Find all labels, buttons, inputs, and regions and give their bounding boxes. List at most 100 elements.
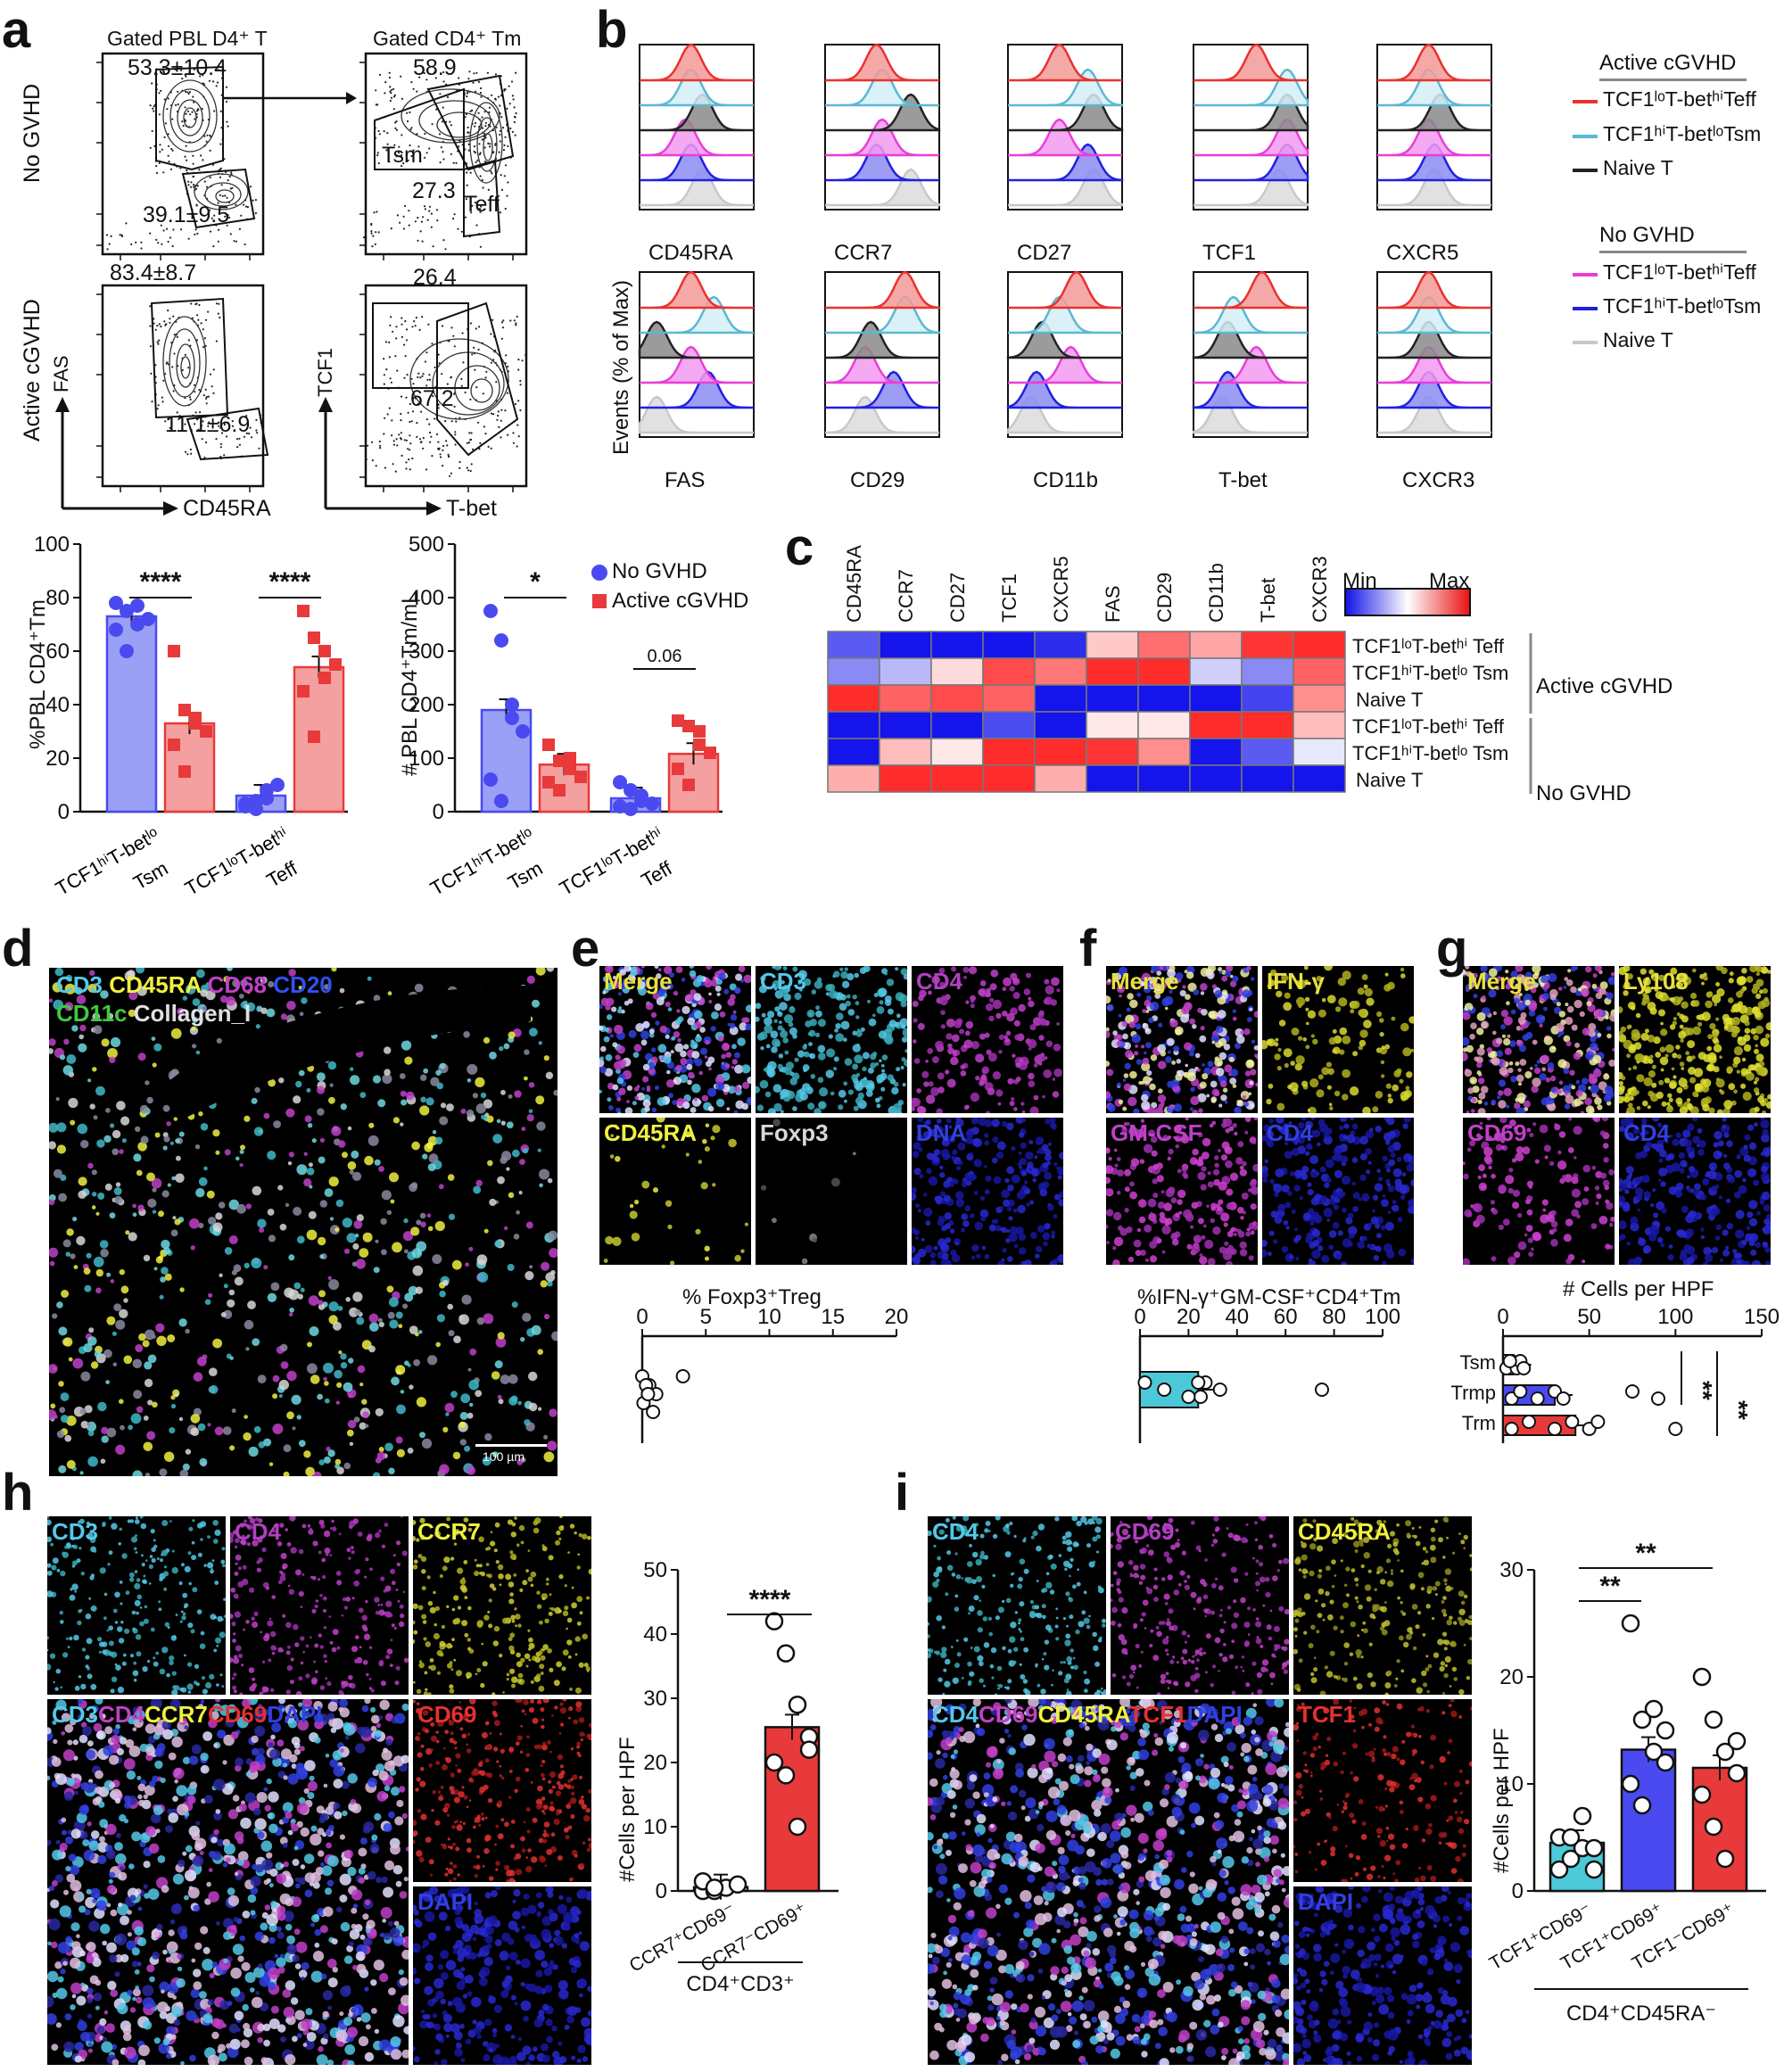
cell	[912, 1097, 921, 1107]
cell	[937, 1134, 942, 1139]
cell	[132, 1212, 137, 1218]
cell	[468, 1379, 479, 1391]
a-bl-upper: 83.4±8.7	[110, 260, 197, 285]
cell	[1563, 1035, 1571, 1043]
cell	[819, 1087, 829, 1097]
legend-label: Naive T	[1603, 328, 1673, 351]
flow-event-dot	[228, 175, 231, 178]
cell	[1642, 993, 1648, 997]
panel-label-b: b	[596, 1, 628, 59]
cell	[1176, 1059, 1182, 1064]
cell	[656, 973, 662, 979]
cell	[1703, 976, 1708, 981]
cell	[49, 1141, 56, 1150]
cell	[1169, 1104, 1174, 1110]
cell	[917, 1022, 925, 1030]
cell	[1321, 1254, 1330, 1263]
flow-event-dot	[149, 345, 153, 348]
cell	[79, 1024, 87, 1032]
cell	[395, 1311, 403, 1319]
cell	[876, 1103, 881, 1109]
heatmap-cell	[1034, 764, 1087, 793]
cell	[1594, 1008, 1604, 1018]
cell	[788, 1021, 794, 1028]
flow-event-dot	[217, 228, 220, 231]
histogram-curve	[1008, 43, 1122, 82]
cell	[903, 973, 907, 980]
cell	[285, 1108, 295, 1118]
cell	[1607, 976, 1615, 986]
histogram-curve	[1377, 43, 1491, 82]
heatmap-cell	[982, 657, 1036, 686]
cell	[1500, 1024, 1506, 1030]
cell	[1661, 1101, 1667, 1107]
cell	[936, 1108, 943, 1113]
flow-event-dot	[409, 449, 411, 451]
category-label-sub: Teff	[263, 856, 302, 892]
cell	[120, 1116, 130, 1126]
cell	[1186, 1243, 1193, 1250]
cell	[913, 1018, 918, 1023]
cell	[1034, 1155, 1038, 1160]
cell	[840, 1020, 850, 1030]
tile-label: IFN-γ	[1267, 968, 1325, 995]
cell	[178, 1318, 187, 1327]
cell	[1400, 1022, 1409, 1032]
cell	[847, 1089, 854, 1095]
cell	[991, 1157, 998, 1164]
cell	[1541, 1067, 1547, 1072]
cell	[64, 1002, 74, 1011]
cell	[1402, 1123, 1408, 1129]
flow-event-dot	[444, 248, 447, 251]
cell	[998, 1050, 1003, 1054]
flow-event-dot	[419, 230, 422, 233]
cell	[390, 1199, 395, 1204]
cell	[420, 1096, 426, 1103]
cell	[1346, 1134, 1356, 1143]
cell	[1757, 1095, 1764, 1103]
cell	[78, 1190, 87, 1199]
flow-event-dot	[435, 209, 438, 211]
cell	[115, 1182, 121, 1187]
flow-event-dot	[395, 128, 398, 131]
cell	[1570, 986, 1577, 994]
cell	[482, 1457, 491, 1466]
cell	[925, 1119, 931, 1126]
cell	[1003, 1199, 1011, 1208]
cell	[1712, 994, 1722, 1003]
histogram-curve	[1193, 68, 1309, 107]
flow-event-dot	[496, 418, 499, 421]
cell	[1721, 967, 1728, 975]
cell	[239, 1163, 244, 1168]
cell	[1316, 1089, 1325, 1098]
cell	[1755, 1025, 1764, 1035]
flow-event-dot	[385, 149, 388, 152]
cell	[638, 980, 646, 989]
heatmap-cell	[930, 684, 984, 713]
cell	[802, 1083, 811, 1092]
cell	[1283, 1002, 1293, 1011]
cell	[1585, 1105, 1595, 1113]
flow-event-dot	[202, 74, 204, 77]
cell	[1207, 1171, 1211, 1176]
histogram-curve	[638, 320, 754, 359]
cell	[484, 1112, 490, 1118]
cell	[1014, 1034, 1021, 1041]
lumen	[156, 986, 531, 1119]
cell	[656, 1118, 665, 1123]
cell	[878, 1030, 887, 1039]
cell	[197, 1003, 207, 1013]
heatmap-row-label: TCF1ʰⁱT-betˡᵒ Tsm	[1352, 742, 1508, 764]
data-point	[564, 763, 576, 775]
cell	[222, 1426, 232, 1435]
cell	[95, 1211, 100, 1216]
cell	[382, 1074, 392, 1085]
flow-event-dot	[405, 467, 408, 470]
cell	[354, 1308, 361, 1316]
cell	[1382, 1260, 1387, 1265]
cell	[1309, 1155, 1319, 1165]
flow-event-dot	[202, 394, 205, 397]
flow-gates	[150, 65, 519, 461]
cell	[416, 1219, 422, 1226]
cell	[63, 1038, 70, 1045]
